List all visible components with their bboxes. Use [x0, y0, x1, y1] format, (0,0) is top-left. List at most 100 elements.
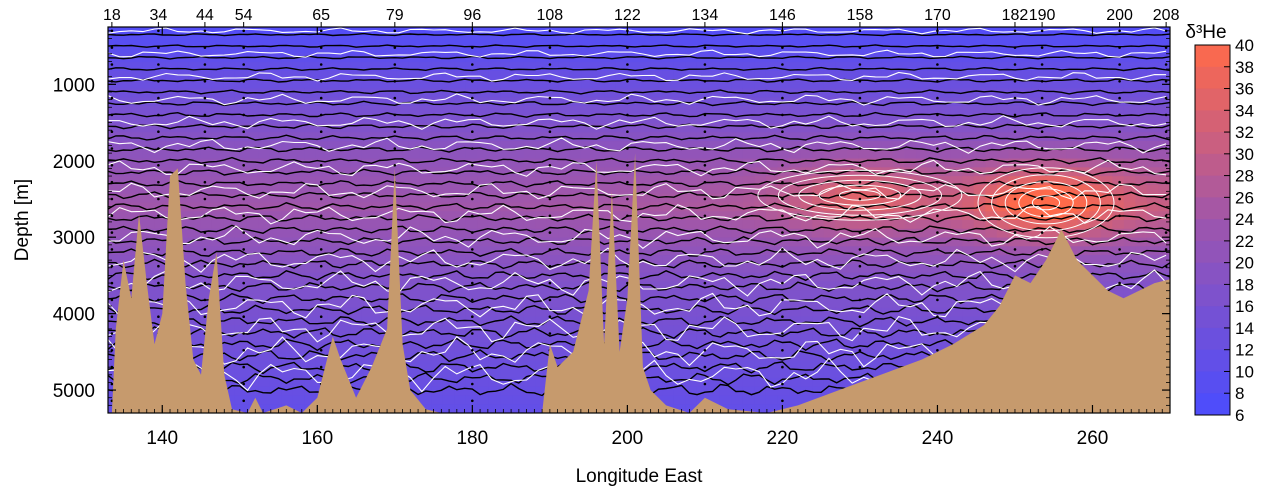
heat-cell: [223, 342, 236, 353]
heat-cell: [892, 255, 906, 265]
heat-cell: [546, 290, 559, 300]
heat-cell: [846, 220, 859, 230]
heat-cell: [1008, 35, 1021, 46]
heat-cell: [823, 263, 836, 274]
colorbar-band: [1195, 219, 1230, 241]
heat-cell: [1158, 149, 1170, 160]
heat-cell: [465, 176, 478, 186]
heat-cell: [835, 342, 848, 353]
heat-cell: [246, 316, 259, 326]
heat-cell: [1019, 123, 1033, 133]
sample-dot: [242, 248, 245, 251]
heat-cell: [962, 62, 975, 72]
heat-cell: [281, 123, 294, 133]
heat-cell: [650, 220, 663, 230]
heat-cell: [419, 290, 432, 300]
heat-cell: [731, 342, 744, 353]
sample-dot: [110, 147, 114, 150]
sample-dot: [548, 80, 552, 83]
heat-cell: [627, 132, 640, 142]
sample-dot: [703, 281, 707, 285]
heat-cell: [396, 35, 409, 46]
heat-cell: [234, 62, 248, 72]
heat-cell: [258, 202, 271, 212]
heat-cell: [916, 44, 929, 54]
heat-cell: [188, 220, 201, 230]
heat-cell: [315, 141, 328, 151]
heat-cell: [719, 342, 732, 353]
heat-cell: [973, 176, 986, 186]
heat-cell: [119, 105, 132, 116]
heat-cell: [211, 193, 225, 204]
heat-cell: [500, 255, 513, 265]
heat-cell: [1019, 167, 1033, 177]
heat-cell: [292, 79, 305, 90]
heat-cell: [615, 193, 629, 204]
heat-cell: [361, 62, 375, 72]
heat-cell: [754, 263, 767, 274]
heat-cell: [650, 281, 663, 291]
heat-cell: [154, 97, 167, 107]
heat-cell: [269, 237, 282, 247]
heat-cell: [765, 211, 779, 221]
heat-cell: [350, 211, 363, 221]
heat-cell: [338, 79, 352, 90]
heat-cell: [800, 211, 813, 221]
heat-cell: [246, 123, 259, 133]
heat-cell: [789, 298, 802, 309]
station-label: 108: [537, 7, 564, 24]
heat-cell: [315, 158, 328, 168]
heat-cell: [535, 211, 548, 221]
heat-cell: [269, 105, 282, 116]
heat-cell: [754, 360, 767, 370]
heat-cell: [269, 342, 282, 353]
heat-cell: [315, 88, 328, 98]
heat-cell: [569, 272, 582, 283]
sample-dot: [242, 180, 245, 184]
heat-cell: [696, 290, 709, 300]
heat-cell: [131, 79, 144, 90]
black-contour: [108, 55, 1170, 60]
heat-cell: [535, 342, 548, 353]
colorbar-bands: [1194, 44, 1231, 416]
heat-cell: [396, 158, 409, 168]
heat-cell: [719, 369, 732, 379]
heat-cell: [1043, 193, 1056, 204]
heat-cell: [327, 281, 340, 291]
sample-dot: [203, 130, 207, 133]
black-contour: [108, 89, 1170, 95]
heat-cell: [696, 369, 709, 379]
heat-cell: [962, 307, 975, 318]
heat-cell: [650, 70, 663, 81]
heat-cell: [431, 105, 444, 116]
heat-cell: [673, 255, 686, 265]
heat-cell: [765, 334, 779, 344]
heat-cell: [269, 228, 282, 239]
heat-cell: [742, 298, 756, 309]
heat-cell: [454, 255, 467, 265]
heat-cell: [523, 149, 536, 160]
heat-cell: [696, 255, 709, 265]
colorbar-tick-label: 12: [1235, 341, 1254, 360]
heat-cell: [246, 360, 259, 370]
heat-cell: [1089, 220, 1102, 230]
sample-dot: [1118, 80, 1121, 83]
heat-cell: [685, 228, 698, 239]
heat-cell: [1123, 193, 1136, 204]
heat-cell: [142, 176, 155, 186]
heat-cell: [338, 105, 352, 116]
heat-cell: [777, 149, 790, 160]
heat-cell: [800, 132, 813, 142]
heat-cell: [477, 386, 490, 397]
heat-cell: [685, 149, 698, 160]
heat-cell: [154, 35, 167, 46]
heat-cell: [281, 211, 294, 221]
heat-cell: [246, 290, 259, 300]
heat-cell: [892, 149, 906, 160]
heat-cell: [477, 351, 490, 361]
heat-cell: [512, 272, 525, 283]
heat-cell: [350, 184, 363, 195]
heat-cell: [350, 272, 363, 283]
heat-cell: [881, 158, 894, 168]
station-label: 146: [769, 7, 796, 24]
